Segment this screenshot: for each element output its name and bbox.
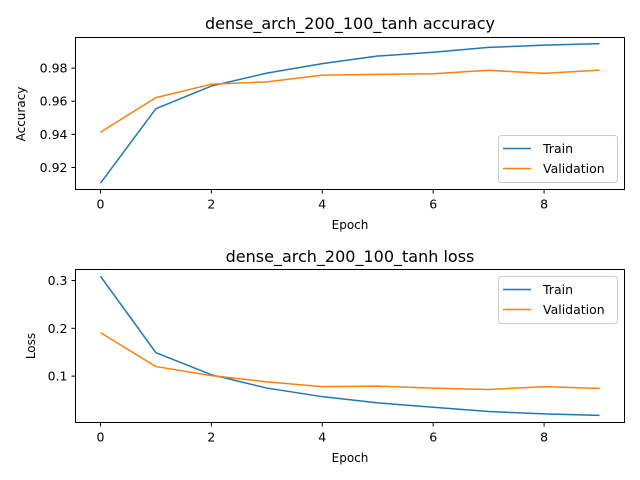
accuracy-x-tick-label: 6 — [429, 197, 437, 212]
loss-y-tick-label: 0.3 — [48, 273, 68, 288]
accuracy-x-tick-label: 4 — [318, 197, 326, 212]
loss-x-tick-label: 2 — [207, 430, 215, 445]
accuracy-axes-frame — [75, 37, 625, 190]
accuracy-axis-ticks: 0 2 4 6 8 0.92 0.94 0.96 0.98 — [40, 61, 548, 212]
loss-series-lines — [99, 275, 600, 417]
loss-y-tick-label: 0.1 — [48, 369, 68, 384]
accuracy-subplot: dense_arch_200_100_tanh accuracy Epoch A… — [14, 14, 625, 232]
loss-chart-title: dense_arch_200_100_tanh loss — [226, 247, 475, 267]
loss-legend-box — [498, 276, 618, 324]
loss-subplot: dense_arch_200_100_tanh loss Epoch Loss … — [24, 247, 625, 465]
loss-validation-line — [100, 331, 600, 391]
loss-train-line — [99, 275, 600, 417]
accuracy-series-lines — [99, 42, 600, 184]
accuracy-x-tick-label: 0 — [96, 197, 104, 212]
loss-x-axis-label: Epoch — [332, 451, 369, 465]
accuracy-train-line — [99, 42, 600, 184]
loss-x-tick-label: 0 — [96, 430, 104, 445]
loss-legend-validation-label: Validation — [543, 302, 605, 317]
accuracy-y-axis-label: Accuracy — [14, 87, 28, 142]
accuracy-y-tick-label: 0.92 — [40, 160, 68, 175]
loss-legend: Train Validation — [498, 276, 618, 324]
loss-legend-train-label: Train — [542, 282, 573, 297]
loss-y-axis-label: Loss — [24, 333, 38, 359]
accuracy-y-tick-label: 0.98 — [40, 61, 68, 76]
accuracy-legend-validation-label: Validation — [543, 161, 605, 176]
loss-axis-ticks: 0 2 4 6 8 0.1 0.2 0.3 — [48, 273, 549, 445]
accuracy-x-tick-label: 2 — [207, 197, 215, 212]
accuracy-legend-box — [498, 135, 618, 183]
accuracy-y-tick-label: 0.96 — [40, 94, 68, 109]
accuracy-legend: Train Validation — [498, 135, 618, 183]
loss-x-tick-label: 4 — [318, 430, 326, 445]
accuracy-x-axis-label: Epoch — [332, 218, 369, 232]
accuracy-y-tick-label: 0.94 — [40, 127, 68, 142]
loss-x-tick-label: 8 — [540, 430, 548, 445]
accuracy-chart-title: dense_arch_200_100_tanh accuracy — [205, 14, 495, 34]
loss-x-tick-label: 6 — [429, 430, 437, 445]
accuracy-validation-line — [100, 69, 600, 133]
accuracy-x-tick-label: 8 — [540, 197, 548, 212]
loss-axes-frame — [75, 269, 625, 423]
accuracy-legend-train-label: Train — [542, 141, 573, 156]
loss-y-tick-label: 0.2 — [48, 321, 68, 336]
